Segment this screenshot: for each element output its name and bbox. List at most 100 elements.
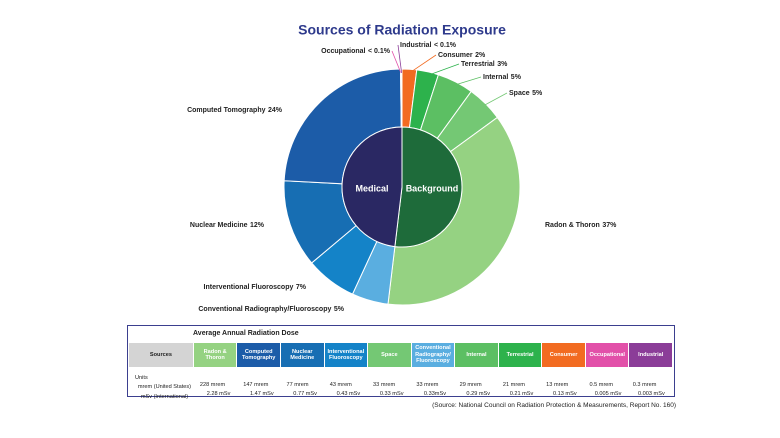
category-name: Internal: [483, 74, 508, 81]
category-name: Space: [509, 90, 530, 97]
segment-label: Computed Tomography 24%: [187, 107, 283, 114]
segment-label: Conventional Radiography/Fluoroscopy 5%: [198, 306, 344, 313]
msv-value: 0.003 mSv: [638, 390, 665, 397]
segment-label: Industrial < 0.1%: [400, 42, 457, 49]
value-label: 5%: [532, 90, 543, 97]
header-cell: Interventional Fluoroscopy: [324, 343, 368, 367]
category-name: Radon & Thoron: [545, 222, 600, 229]
inner-segment: [394, 126, 463, 248]
msv-value: 0.005 mSv: [594, 390, 622, 397]
segment-label: Space 5%: [509, 90, 543, 97]
source-note: (Source: National Council on Radiation P…: [432, 402, 676, 409]
segment-label: Terrestrial 3%: [461, 61, 508, 68]
header-cell: Consumer: [542, 343, 585, 367]
header-cell: Internal: [455, 343, 498, 367]
value-label: 12%: [250, 222, 265, 229]
value-label: 37%: [602, 222, 617, 229]
header-cell: Sources: [129, 343, 193, 367]
header-row: Sources Radon & Thoron Computed Tomography…: [129, 343, 673, 367]
header-cell: Conventional Radiography/ Fluoroscopy: [411, 343, 455, 367]
units-text: mSv (International): [140, 393, 189, 400]
segment-label: Interventional Fluoroscopy 7%: [204, 284, 307, 291]
msv-value: 0.21 mSv: [509, 390, 534, 397]
mrem-value: 33 mrem: [373, 381, 396, 388]
category-name: Conventional Radiography/Fluoroscopy: [198, 306, 331, 313]
value-label: 2%: [475, 52, 486, 59]
leader-line: [408, 54, 437, 74]
chart-title: Sources of Radiation Exposure: [298, 22, 506, 38]
dose-cell: 21 mrem 0.21 mSv: [500, 371, 543, 397]
segment: [400, 68, 403, 128]
dose-cell: 13 mrem 0.13 mSv: [543, 371, 586, 397]
dose-cell: 228 mrem 2.28 mSv: [197, 371, 240, 397]
value-label: 5%: [511, 74, 522, 81]
msv-value: 0.33mSv: [423, 390, 446, 397]
units-text: Units: [135, 375, 148, 381]
units-text: mrem (United States): [137, 384, 192, 391]
mrem-value: 228 mrem: [199, 381, 226, 388]
mrem-value: 77 mrem: [286, 381, 309, 388]
value-label: < 0.1%: [368, 48, 391, 55]
mrem-value: 29 mrem: [459, 381, 482, 388]
segment-label: Consumer 2%: [438, 52, 486, 59]
dose-cell: 0.5 mrem 0.005 mSv: [586, 371, 629, 397]
leader-line: [426, 63, 460, 77]
group-label: Medical: [356, 183, 389, 193]
table-title: Average Annual Radiation Dose: [193, 330, 299, 337]
value-label: 3%: [497, 61, 508, 68]
header-cell: Computed Tomography: [237, 343, 280, 367]
segment-label: Radon & Thoron 37%: [545, 222, 617, 229]
mrem-value: 21 mrem: [502, 381, 525, 388]
dose-cell: 147 mrem 1.47 mSv: [240, 371, 283, 397]
dose-cell: 0.3 mrem 0.003 mSv: [630, 371, 673, 397]
mrem-value: 0.3 mrem: [632, 381, 657, 388]
header-cell: Radon & Thoron: [193, 343, 237, 367]
dose-cell: 33 mrem 0.33mSv: [413, 371, 456, 397]
leader-line: [391, 50, 402, 74]
units-row: Units mrem (United States) mSv (Internatio…: [129, 371, 673, 400]
units-cell: Units mrem (United States) mSv (Internatio…: [129, 371, 197, 400]
msv-value: 2.28 mSv: [206, 390, 231, 397]
group-label: Background: [406, 183, 459, 193]
header-cell: Nuclear Medicine: [280, 343, 324, 367]
category-name: Industrial: [400, 42, 432, 49]
dose-cell: 33 mrem 0.33 mSv: [370, 371, 413, 397]
category-name: Interventional Fluoroscopy: [204, 284, 294, 291]
segment-label: Occupational < 0.1%: [321, 48, 391, 55]
mrem-value: 43 mrem: [329, 381, 352, 388]
header-cell: Occupational: [585, 343, 629, 367]
mrem-value: 13 mrem: [546, 381, 569, 388]
mrem-value: 33 mrem: [416, 381, 439, 388]
mrem-value: 0.5 mrem: [589, 381, 614, 388]
mrem-value: 147 mrem: [243, 381, 269, 388]
msv-value: 0.33 mSv: [379, 390, 404, 397]
value-label: 5%: [334, 306, 345, 313]
category-name: Computed Tomography: [187, 107, 266, 114]
category-name: Terrestrial: [461, 61, 495, 68]
value-label: 24%: [268, 107, 283, 114]
dose-table: Average Annual Radiation Dose Sources Rad…: [127, 325, 675, 400]
header-cell: Industrial: [629, 343, 673, 367]
segment-label: Nuclear Medicine 12%: [190, 222, 265, 229]
msv-value: 0.29 mSv: [466, 390, 491, 397]
dose-cell: 29 mrem 0.29 mSv: [457, 371, 500, 397]
value-label: < 0.1%: [434, 42, 457, 49]
dose-cell: 77 mrem 0.77 mSv: [283, 371, 326, 397]
value-label: 7%: [296, 284, 307, 291]
category-name: Nuclear Medicine: [190, 222, 248, 229]
leader-line: [397, 44, 403, 74]
leader-line: [482, 92, 508, 107]
segment-label: Internal 5%: [483, 74, 522, 81]
header-cell: Space: [368, 343, 411, 367]
chart: Sources of Radiation Exposure Consumer 2%…: [187, 22, 617, 313]
inner-segment: [341, 126, 403, 248]
dose-cell: 43 mrem 0.43 mSv: [327, 371, 370, 397]
msv-value: 1.47 mSv: [250, 390, 274, 397]
msv-value: 0.13 mSv: [552, 390, 577, 397]
msv-value: 0.77 mSv: [293, 390, 317, 397]
category-name: Consumer: [438, 52, 473, 59]
category-name: Occupational: [321, 48, 365, 55]
leader-line: [453, 76, 482, 86]
msv-value: 0.43 mSv: [336, 390, 361, 397]
